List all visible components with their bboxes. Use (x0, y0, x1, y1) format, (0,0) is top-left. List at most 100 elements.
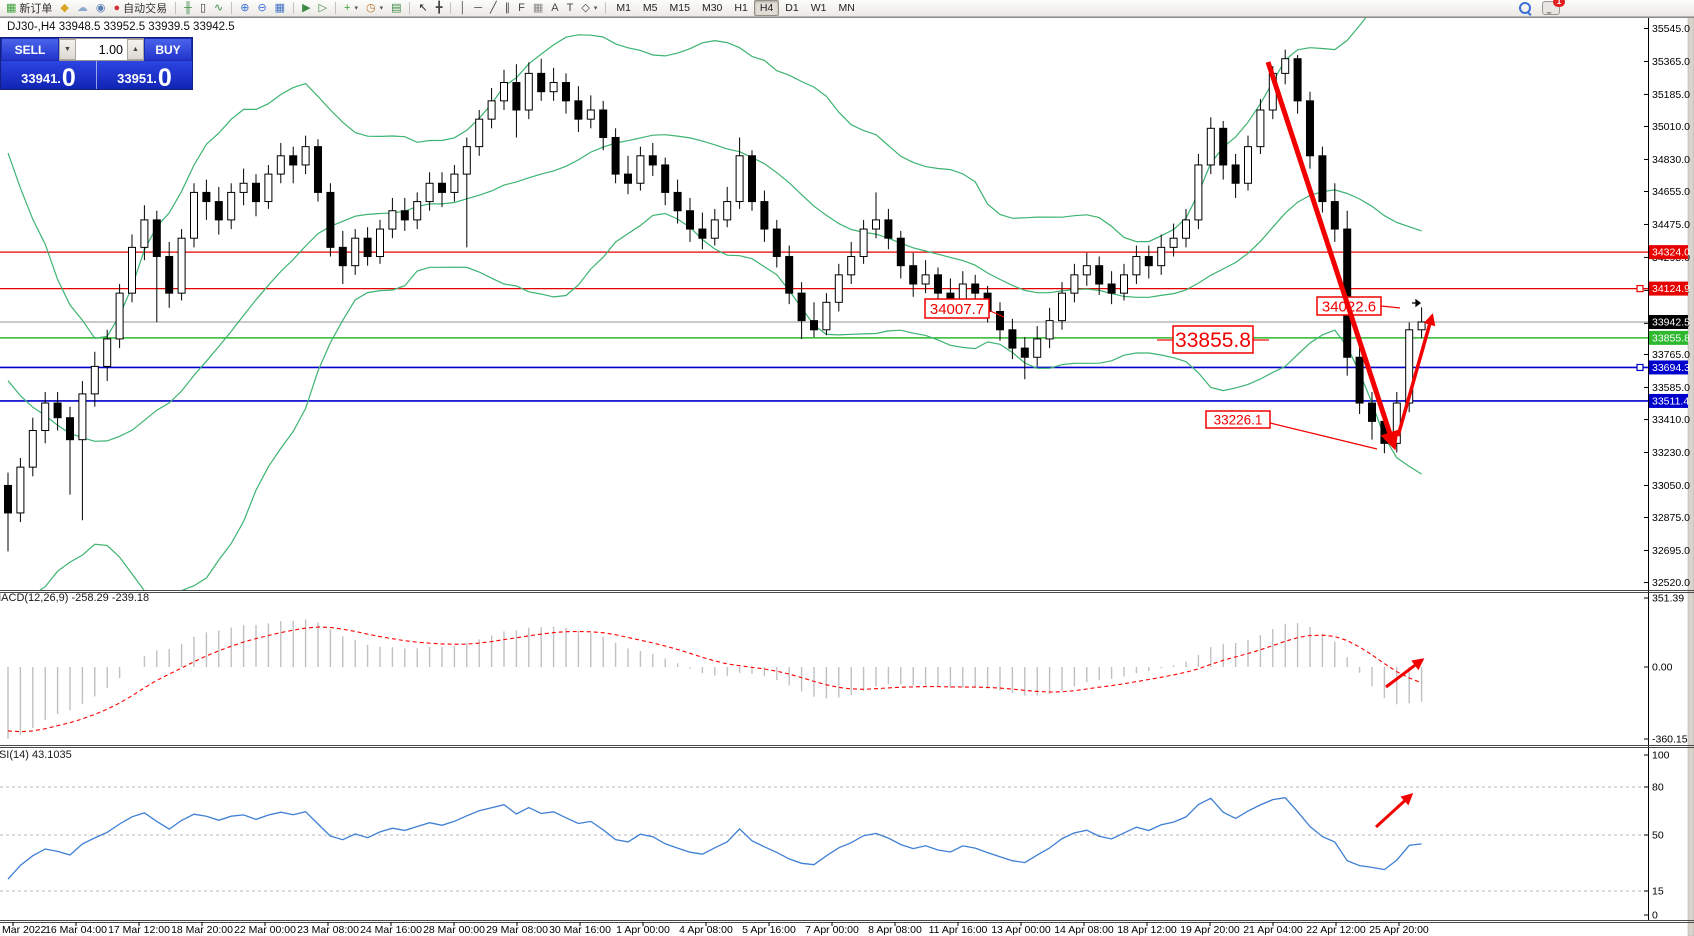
candle-body (1368, 402, 1376, 422)
candle-body (909, 265, 918, 285)
bar-chart-icon: ╫ (184, 1, 192, 14)
timeframe-m30[interactable]: M30 (701, 2, 723, 14)
line-chart-icon[interactable]: ∿ (210, 0, 227, 17)
new-order-button-label: 新订单 (19, 3, 53, 15)
label-icon[interactable]: T (563, 0, 578, 17)
candle-body (1157, 246, 1166, 267)
chat-icon[interactable]: 1 (1542, 0, 1565, 15)
buy-price-pips: 0 (157, 63, 172, 92)
candle-body (462, 146, 471, 175)
timeframe-d1[interactable]: D1 (785, 2, 799, 14)
candle-body (1107, 283, 1116, 294)
axis-tick-label: -360.15 (1652, 734, 1688, 746)
trade-row-top: SELL ▼ ▲ BUY (1, 38, 192, 61)
bollinger-middle-band (7, 134, 1422, 442)
candle-body (810, 320, 818, 331)
buy-price[interactable]: 33951. 0 (97, 61, 192, 89)
trendline-icon[interactable]: ╱ (486, 0, 501, 17)
templates-icon[interactable]: ▤ (387, 0, 405, 17)
line-selection-marker[interactable] (1636, 363, 1644, 372)
horizontal-line-icon[interactable]: ─ (470, 0, 486, 17)
buy-button[interactable]: BUY (144, 38, 192, 61)
candle-body (115, 292, 124, 340)
cursor-icon[interactable]: ↖ (414, 0, 431, 17)
zoom-in-icon[interactable]: ⊕ (236, 0, 253, 17)
line-selection-marker[interactable] (1636, 284, 1644, 293)
axis-tick-label: 33230.0 (1652, 447, 1690, 459)
bar-chart-icon[interactable]: ╫ (180, 0, 196, 17)
candle-body (1405, 329, 1414, 404)
timeframe-h1[interactable]: H1 (734, 2, 748, 14)
timeframe-h4[interactable]: H4 (753, 0, 780, 16)
cloud-icon[interactable]: ☁ (73, 0, 92, 17)
axis-tick-label: 0.00 (1652, 662, 1673, 674)
indicators-icon[interactable]: + ▾ (340, 0, 362, 17)
price-annotation-text[interactable]: 33226.1 (1214, 412, 1263, 427)
sell-price-main: 33941. (21, 70, 61, 86)
indicators-icon: + (344, 1, 351, 14)
price-annotation-box[interactable] (1205, 410, 1271, 429)
time-axis-label: 8 Apr 08:00 (868, 924, 922, 936)
candle-body (748, 155, 756, 203)
macd-panel (7, 619, 1423, 739)
vertical-line-icon[interactable]: │ (455, 0, 470, 17)
chart-shift-icon[interactable]: ▷ (315, 0, 331, 17)
timeframe-mn[interactable]: MN (838, 2, 855, 14)
zoom-out-icon[interactable]: ⊖ (253, 0, 270, 17)
trend-arrow[interactable] (1265, 61, 1399, 451)
volume-decrease-button[interactable]: ▼ (59, 39, 76, 60)
timeframe-m15[interactable]: M15 (669, 2, 690, 14)
trend-arrow[interactable] (1374, 792, 1414, 829)
candle-body (797, 292, 806, 322)
tile-windows-icon[interactable]: ▦ (271, 0, 289, 17)
volume-input[interactable] (76, 39, 127, 60)
sell-price[interactable]: 33941. 0 (1, 61, 96, 89)
periods-icon[interactable]: ◷ ▾ (362, 0, 387, 17)
crosshair-icon: ╋ (435, 1, 443, 14)
sell-price-pips: 0 (61, 63, 76, 92)
candle-body (785, 256, 794, 294)
toolbar-separator (335, 2, 336, 14)
trend-arrow[interactable] (1396, 313, 1436, 437)
axis-tick-label: 351.39 (1652, 593, 1684, 605)
auto-trading-button[interactable]: ● 自动交易 (109, 0, 171, 17)
candle-body (413, 201, 422, 221)
search-icon[interactable] (1519, 1, 1532, 16)
gold-icon[interactable]: ◆ (56, 0, 72, 17)
axis-tick-label: 32875.0 (1652, 512, 1690, 524)
candle-body (252, 182, 260, 203)
broadcast-icon[interactable]: ◉ (92, 0, 110, 17)
volume-increase-button[interactable]: ▲ (127, 39, 144, 60)
timeframe-w1[interactable]: W1 (810, 2, 827, 14)
candle-body (1281, 58, 1290, 74)
trend-arrow[interactable] (1385, 658, 1425, 689)
fibonacci-icon[interactable]: F (514, 0, 529, 17)
candle-body (264, 173, 273, 203)
time-axis-label: 21 Apr 04:00 (1243, 924, 1303, 936)
crosshair-icon[interactable]: ╋ (432, 0, 447, 17)
text-icon[interactable]: A (547, 0, 562, 17)
sell-button[interactable]: SELL (1, 38, 59, 61)
candle-body (1120, 274, 1128, 294)
candlestick-chart-icon[interactable]: ▯ (196, 0, 210, 17)
timeframe-m5[interactable]: M5 (642, 2, 658, 14)
axis-tick-label: 34830.0 (1652, 154, 1690, 166)
toolbar-separator (231, 2, 233, 14)
price-annotation-box[interactable] (1172, 325, 1254, 354)
price-annotation-box[interactable] (924, 298, 990, 319)
channel-icon[interactable]: ∥ (501, 0, 515, 17)
candle-body (90, 365, 99, 395)
timeframe-m1[interactable]: M1 (616, 2, 631, 14)
grid-icon[interactable]: ▦ (529, 0, 547, 17)
auto-scroll-icon[interactable]: ▶ (298, 0, 314, 17)
candle-body (487, 100, 496, 120)
price-annotation-text[interactable]: 33855.8 (1175, 329, 1251, 352)
price-annotation-text[interactable]: 34007.7 (930, 301, 984, 318)
candle-body (971, 283, 980, 294)
cloud-icon: ☁ (76, 1, 88, 14)
axis-tick-label: 34655.0 (1652, 186, 1690, 198)
new-order-button[interactable]: ▦ 新订单 (2, 0, 56, 17)
candle-body (574, 100, 583, 120)
shapes-icon[interactable]: ◇ ▾ (577, 0, 601, 17)
